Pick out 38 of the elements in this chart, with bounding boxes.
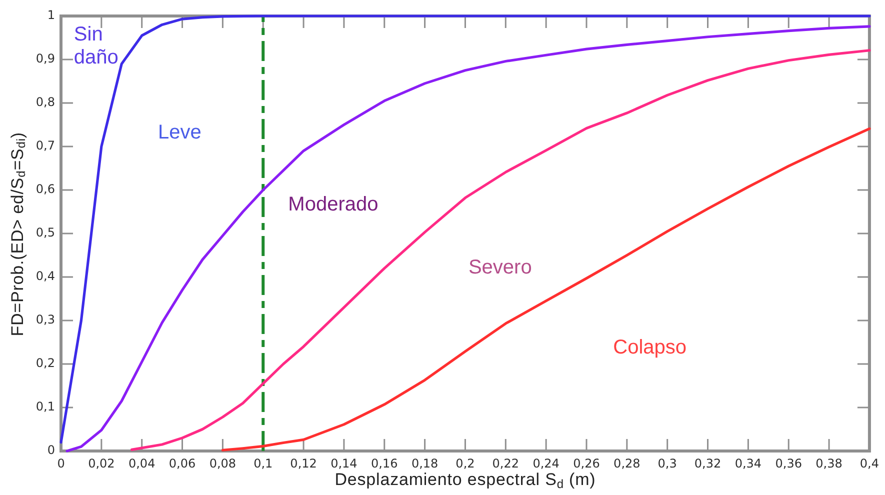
y-tick-label: 1 bbox=[47, 8, 55, 22]
x-axis-title: Desplazamiento espectral S$_{d}$ (m) bbox=[334, 470, 597, 491]
x-tick-label: 0,3 bbox=[658, 456, 677, 470]
x-tick-label: 0,06 bbox=[168, 456, 196, 470]
x-tick-label: 0,38 bbox=[816, 456, 842, 470]
x-tick-label: 0,4 bbox=[860, 456, 880, 470]
annotation: Severo bbox=[468, 256, 532, 278]
annotation: Moderado bbox=[288, 193, 378, 216]
x-tick-label: 0,04 bbox=[128, 456, 156, 470]
x-tick-label: 0,22 bbox=[492, 456, 520, 470]
y-tick-label: 0,8 bbox=[36, 95, 55, 110]
y-tick-label: 0,7 bbox=[36, 138, 55, 153]
x-tick-label: 0,16 bbox=[371, 456, 398, 470]
y-tick-label: 0,5 bbox=[36, 226, 55, 240]
x-tick-label: 0,26 bbox=[573, 456, 600, 470]
x-tick-label: 0 bbox=[57, 456, 65, 470]
x-tick-label: 0,02 bbox=[88, 456, 115, 470]
y-tick-label: 0,1 bbox=[36, 400, 55, 414]
x-tick-label: 0,34 bbox=[734, 456, 762, 470]
annotation: Colapso bbox=[613, 336, 687, 358]
y-tick-label: 0,9 bbox=[36, 52, 55, 66]
x-tick-label: 0,2 bbox=[456, 456, 475, 470]
annotation: Sin daño bbox=[74, 23, 118, 68]
x-tick-label: 0,1 bbox=[254, 456, 273, 470]
x-tick-label: 0,32 bbox=[694, 456, 722, 470]
x-tick-label: 0,14 bbox=[330, 456, 358, 470]
x-tick-label: 0,28 bbox=[614, 456, 640, 470]
y-tick-label: 0,3 bbox=[36, 312, 55, 327]
y-tick-label: 0,4 bbox=[36, 269, 55, 284]
y-tick-label: 0,6 bbox=[36, 182, 55, 196]
y-tick-label: 0,2 bbox=[36, 356, 55, 370]
y-tick-label: 0 bbox=[47, 443, 55, 458]
annotation: Leve bbox=[158, 122, 202, 144]
x-tick-label: 0,18 bbox=[411, 456, 438, 470]
x-tick-label: 0,12 bbox=[290, 456, 317, 470]
x-tick-label: 0,08 bbox=[209, 456, 236, 470]
x-tick-label: 0,24 bbox=[532, 456, 560, 470]
x-tick-label: 0,36 bbox=[775, 456, 802, 470]
